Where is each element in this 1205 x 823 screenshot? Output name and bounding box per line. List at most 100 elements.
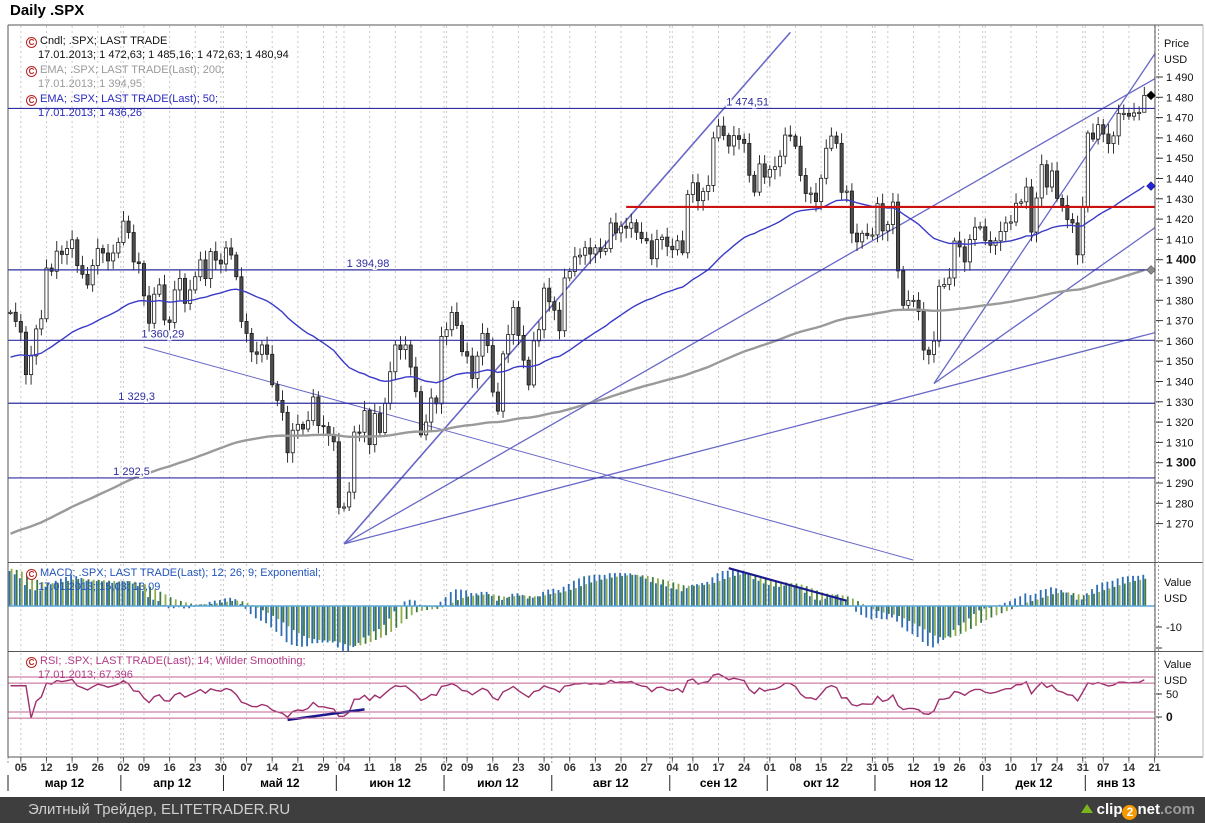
svg-text:Value: Value — [1164, 577, 1191, 589]
price-chart-canvas[interactable]: 1 474,51 1 394,98 1 360,29 1 329,3 1 292,5 Pr… — [0, 0, 1205, 797]
svg-text:1 370: 1 370 — [1166, 316, 1194, 328]
svg-text:03: 03 — [979, 762, 991, 774]
legend-macd-values: 17.01.2013; 15,03; 13,09 — [38, 581, 161, 593]
svg-text:17: 17 — [712, 762, 724, 774]
svg-text:июл 12: июл 12 — [477, 776, 519, 790]
svg-text:21: 21 — [292, 762, 304, 774]
svg-text:01: 01 — [764, 762, 776, 774]
legend-candle: Cndl; .SPX; LAST TRADE — [26, 35, 167, 48]
svg-text:19: 19 — [933, 762, 945, 774]
logo-clip: clip — [1096, 801, 1123, 818]
svg-text:1 350: 1 350 — [1166, 356, 1194, 368]
svg-text:05: 05 — [882, 762, 894, 774]
svg-text:USD: USD — [1164, 54, 1187, 66]
svg-text:10: 10 — [687, 762, 699, 774]
svg-text:1 390: 1 390 — [1166, 275, 1194, 287]
svg-text:0: 0 — [1166, 710, 1173, 724]
legend-ema50: EMA; .SPX; LAST TRADE(Last); 50; — [26, 93, 218, 106]
svg-text:21: 21 — [1148, 762, 1160, 774]
svg-text:июн 12: июн 12 — [369, 776, 411, 790]
svg-text:Value: Value — [1164, 659, 1191, 671]
series-c-icon — [26, 66, 37, 77]
svg-text:1 280: 1 280 — [1166, 498, 1194, 510]
svg-text:05: 05 — [15, 762, 27, 774]
svg-text:1 360: 1 360 — [1166, 336, 1194, 348]
svg-text:дек 12: дек 12 — [1016, 776, 1053, 790]
svg-text:16: 16 — [163, 762, 175, 774]
svg-text:1 300: 1 300 — [1166, 456, 1196, 470]
svg-text:ноя 12: ноя 12 — [910, 776, 948, 790]
svg-text:1 340: 1 340 — [1166, 377, 1194, 389]
svg-text:1 394,98: 1 394,98 — [347, 258, 390, 270]
svg-text:07: 07 — [1097, 762, 1109, 774]
svg-text:11: 11 — [364, 762, 376, 774]
svg-text:авг 12: авг 12 — [593, 776, 629, 790]
svg-text:15: 15 — [815, 762, 827, 774]
svg-text:1 290: 1 290 — [1166, 478, 1194, 490]
svg-text:1 320: 1 320 — [1166, 417, 1194, 429]
series-c-icon — [26, 37, 37, 48]
svg-text:14: 14 — [1123, 762, 1136, 774]
svg-text:17: 17 — [1030, 762, 1042, 774]
svg-text:10: 10 — [1005, 762, 1017, 774]
svg-text:мар 12: мар 12 — [45, 776, 85, 790]
series-c-icon — [26, 95, 37, 106]
svg-text:24: 24 — [1051, 762, 1064, 774]
svg-text:1 460: 1 460 — [1166, 133, 1194, 145]
svg-text:1 330: 1 330 — [1166, 397, 1194, 409]
svg-text:1 480: 1 480 — [1166, 92, 1194, 104]
svg-text:04: 04 — [338, 762, 351, 774]
svg-text:07: 07 — [240, 762, 252, 774]
svg-text:1 360,29: 1 360,29 — [141, 328, 184, 340]
svg-text:1 329,3: 1 329,3 — [118, 391, 155, 403]
legend-macd: MACD; .SPX; LAST TRADE(Last); 12; 26; 9;… — [26, 567, 321, 580]
svg-text:1 470: 1 470 — [1166, 113, 1194, 125]
svg-text:50: 50 — [1166, 689, 1178, 701]
logo-net: net — [1137, 801, 1160, 818]
svg-text:23: 23 — [512, 762, 524, 774]
svg-text:апр 12: апр 12 — [153, 776, 191, 790]
legend-ema200-values: 17.01.2013; 1 394,95 — [38, 78, 142, 90]
watermark-bar: Элитный Трейдер, ELITETRADER.RU clip 2 net… — [0, 797, 1205, 823]
svg-text:янв 13: янв 13 — [1097, 776, 1136, 790]
svg-text:1 310: 1 310 — [1166, 437, 1194, 449]
svg-text:14: 14 — [266, 762, 279, 774]
svg-text:31: 31 — [1077, 762, 1089, 774]
svg-text:1 410: 1 410 — [1166, 234, 1194, 246]
svg-text:1 440: 1 440 — [1166, 174, 1194, 186]
svg-text:13: 13 — [589, 762, 601, 774]
svg-text:04: 04 — [666, 762, 679, 774]
svg-text:08: 08 — [789, 762, 801, 774]
svg-text:09: 09 — [138, 762, 150, 774]
svg-text:25: 25 — [415, 762, 427, 774]
svg-text:24: 24 — [738, 762, 751, 774]
series-c-icon — [26, 569, 37, 580]
svg-text:1 430: 1 430 — [1166, 194, 1194, 206]
svg-text:27: 27 — [641, 762, 653, 774]
svg-text:USD: USD — [1164, 593, 1187, 605]
legend-rsi: RSI; .SPX; LAST TRADE(Last); 14; Wilder … — [26, 655, 306, 668]
svg-text:18: 18 — [389, 762, 401, 774]
legend-rsi-values: 17.01.2013; 67,396 — [38, 669, 133, 681]
svg-text:26: 26 — [953, 762, 965, 774]
svg-text:09: 09 — [461, 762, 473, 774]
legend-candle-values: 17.01.2013; 1 472,63; 1 485,16; 1 472,63… — [38, 49, 289, 61]
svg-text:1 420: 1 420 — [1166, 214, 1194, 226]
svg-text:окт 12: окт 12 — [803, 776, 839, 790]
svg-text:02: 02 — [440, 762, 452, 774]
green-up-arrow-icon — [1080, 804, 1093, 813]
svg-text:12: 12 — [40, 762, 52, 774]
svg-text:май 12: май 12 — [260, 776, 300, 790]
svg-text:30: 30 — [215, 762, 227, 774]
svg-text:20: 20 — [615, 762, 627, 774]
svg-text:16: 16 — [487, 762, 499, 774]
svg-text:-10: -10 — [1166, 622, 1182, 634]
clip2net-logo[interactable]: clip 2 net.com — [1080, 797, 1195, 823]
svg-text:USD: USD — [1164, 675, 1187, 687]
svg-text:Price: Price — [1164, 38, 1189, 50]
legend-ema200: EMA; .SPX; LAST TRADE(Last); 200; — [26, 64, 224, 77]
svg-text:1 400: 1 400 — [1166, 253, 1196, 267]
svg-text:30: 30 — [538, 762, 550, 774]
logo-dotcom: .com — [1159, 801, 1195, 818]
series-c-icon — [26, 657, 37, 668]
